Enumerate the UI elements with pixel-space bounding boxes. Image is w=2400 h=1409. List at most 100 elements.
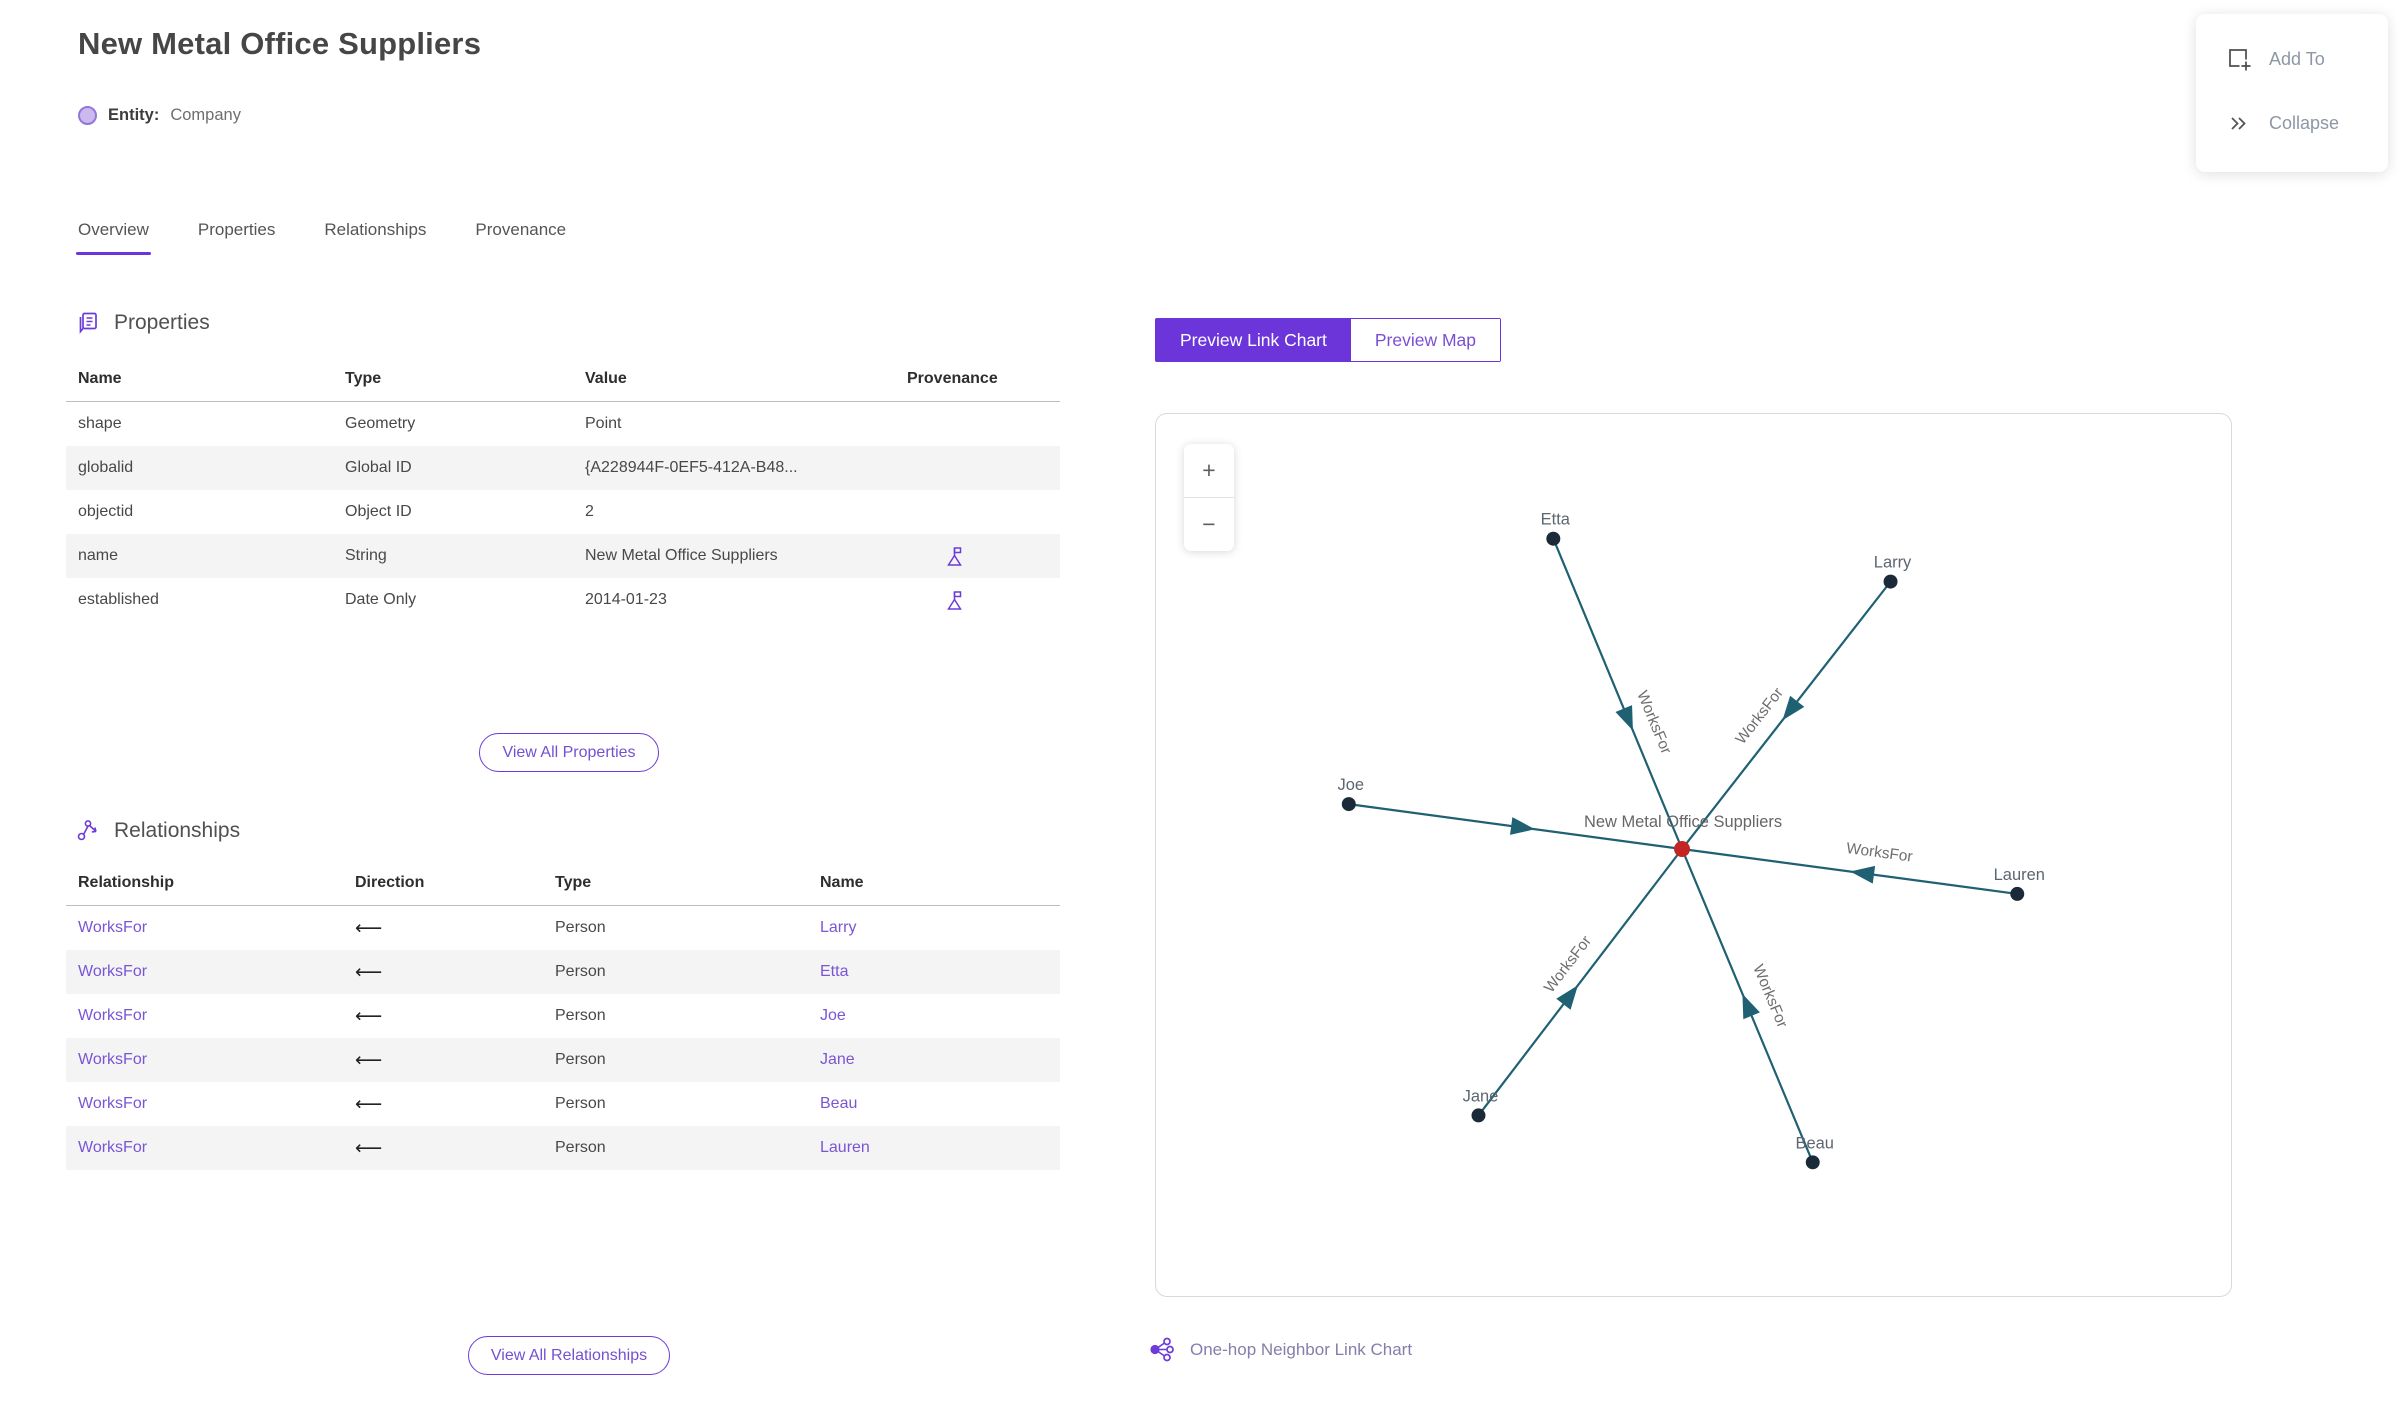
relationship-row: WorksFor ⟵ Person Joe — [66, 994, 1060, 1038]
relationships-section-header: Relationships — [76, 818, 240, 843]
view-all-properties-button[interactable]: View All Properties — [479, 733, 659, 773]
tab-provenance[interactable]: Provenance — [475, 220, 567, 239]
network-graph-icon — [77, 820, 97, 841]
node-label-Beau: Beau — [1796, 1134, 1834, 1152]
node-Etta[interactable] — [1546, 531, 1561, 546]
related-entity-link[interactable]: Beau — [820, 1095, 858, 1112]
relationship-type-link[interactable]: WorksFor — [78, 1139, 148, 1156]
edge-Etta — [1552, 538, 1684, 850]
document-list-icon — [79, 312, 97, 334]
preview-map-button[interactable]: Preview Map — [1350, 319, 1501, 361]
edge-Lauren — [1681, 847, 2018, 895]
zoom-control: + − — [1184, 444, 1234, 551]
properties-col-provenance: Provenance — [895, 370, 1060, 402]
add-to-label: Add To — [2269, 48, 2325, 69]
page-title: New Metal Office Suppliers — [78, 26, 482, 61]
relationship-type-link[interactable]: WorksFor — [78, 1051, 148, 1068]
properties-section-header: Properties — [76, 310, 210, 335]
view-all-relationships-button[interactable]: View All Relationships — [467, 1336, 671, 1376]
relationships-col-type: Type — [543, 874, 808, 906]
related-entity-type: Person — [555, 1139, 606, 1156]
add-to-button[interactable]: Add To — [2226, 44, 2388, 74]
relationship-type-link[interactable]: WorksFor — [78, 919, 148, 936]
property-provenance — [895, 402, 1060, 447]
property-provenance — [895, 446, 1060, 490]
node-Larry[interactable] — [1883, 574, 1898, 589]
zoom-in-button[interactable]: + — [1202, 457, 1216, 483]
relationship-row: WorksFor ⟵ Person Beau — [66, 1082, 1060, 1126]
properties-table: Name Type Value Provenance shape Geometry Poi… — [66, 370, 1060, 622]
property-provenance — [895, 490, 1060, 534]
property-row: globalid Global ID {A228944F-0EF5-412A-B48… — [66, 446, 1060, 490]
chart-footer-label: One-hop Neighbor Link Chart — [1190, 1339, 1413, 1359]
direction-arrow: ⟵ — [355, 1137, 383, 1159]
related-entity-link[interactable]: Joe — [820, 1007, 846, 1024]
edge-label: WorksFor — [1733, 685, 1787, 748]
provenance-flag-icon[interactable] — [943, 589, 966, 612]
related-entity-type: Person — [555, 919, 606, 936]
double-chevron-right-icon — [2231, 117, 2246, 130]
related-entity-link[interactable]: Jane — [820, 1051, 855, 1068]
property-row: name String New Metal Office Suppliers — [66, 534, 1060, 578]
node-Lauren[interactable] — [2010, 886, 2025, 901]
related-entity-link[interactable]: Larry — [820, 919, 857, 936]
relationships-col-direction: Direction — [343, 874, 543, 906]
entity-type-value: Company — [170, 106, 241, 124]
properties-col-type: Type — [333, 370, 573, 402]
collapse-label: Collapse — [2269, 112, 2340, 133]
edge-arrowhead — [1782, 695, 1805, 721]
relationship-type-link[interactable]: WorksFor — [78, 1095, 148, 1112]
link-chart-panel: WorksFor WorksFor WorksFor WorksFor WorksFor… — [1155, 413, 2232, 1297]
property-type: Object ID — [345, 503, 412, 520]
node-center[interactable] — [1674, 841, 1691, 857]
property-type: String — [345, 547, 387, 564]
preview-toggle: Preview Link Chart Preview Map — [1155, 318, 1502, 362]
properties-section-title: Properties — [114, 310, 210, 334]
property-name: shape — [78, 415, 122, 432]
relationship-type-link[interactable]: WorksFor — [78, 1007, 148, 1024]
relationship-row: WorksFor ⟵ Person Larry — [66, 906, 1060, 951]
relationships-col-name: Name — [808, 874, 1060, 906]
collapse-button[interactable]: Collapse — [2226, 108, 2388, 138]
related-entity-type: Person — [555, 1051, 606, 1068]
relationship-type-link[interactable]: WorksFor — [78, 963, 148, 980]
node-label-Lauren: Lauren — [1994, 866, 2045, 884]
property-provenance — [895, 534, 1060, 578]
property-name: established — [78, 591, 159, 608]
property-type: Date Only — [345, 591, 417, 608]
edge-label: WorksFor — [1541, 933, 1595, 996]
relationships-table: Relationship Direction Type Name WorksFor ⟵ P… — [66, 874, 1060, 1170]
tab-relationships[interactable]: Relationships — [324, 220, 427, 239]
relationships-section-title: Relationships — [114, 818, 241, 842]
related-entity-type: Person — [555, 1095, 606, 1112]
provenance-flag-icon[interactable] — [943, 545, 966, 568]
property-value: {A228944F-0EF5-412A-B48... — [585, 459, 798, 476]
edge-arrowhead — [1556, 985, 1578, 1010]
tab-overview[interactable]: Overview — [76, 220, 151, 255]
entity-type-icon — [78, 106, 97, 125]
node-label-Larry: Larry — [1874, 554, 1912, 572]
preview-link-chart-button[interactable]: Preview Link Chart — [1156, 319, 1351, 361]
property-name: name — [78, 547, 119, 564]
direction-arrow: ⟵ — [355, 1049, 383, 1071]
related-entity-link[interactable]: Etta — [820, 963, 849, 980]
node-Joe[interactable] — [1341, 797, 1356, 812]
property-type: Global ID — [345, 459, 412, 476]
edge-label: WorksFor — [1749, 962, 1790, 1030]
node-Jane[interactable] — [1471, 1108, 1486, 1123]
zoom-out-button[interactable]: − — [1184, 497, 1234, 551]
property-row: established Date Only 2014-01-23 — [66, 578, 1060, 622]
node-label-Jane: Jane — [1463, 1087, 1499, 1105]
tab-properties[interactable]: Properties — [197, 220, 276, 239]
direction-arrow: ⟵ — [355, 917, 383, 939]
property-row: shape Geometry Point — [66, 402, 1060, 447]
relationships-col-relationship: Relationship — [66, 874, 343, 906]
property-value: 2014-01-23 — [585, 591, 667, 608]
edge-label: WorksFor — [1845, 840, 1913, 866]
related-entity-link[interactable]: Lauren — [820, 1139, 870, 1156]
related-entity-type: Person — [555, 963, 606, 980]
property-name: objectid — [78, 503, 134, 520]
node-Beau[interactable] — [1805, 1155, 1820, 1170]
property-value: Point — [585, 415, 622, 432]
